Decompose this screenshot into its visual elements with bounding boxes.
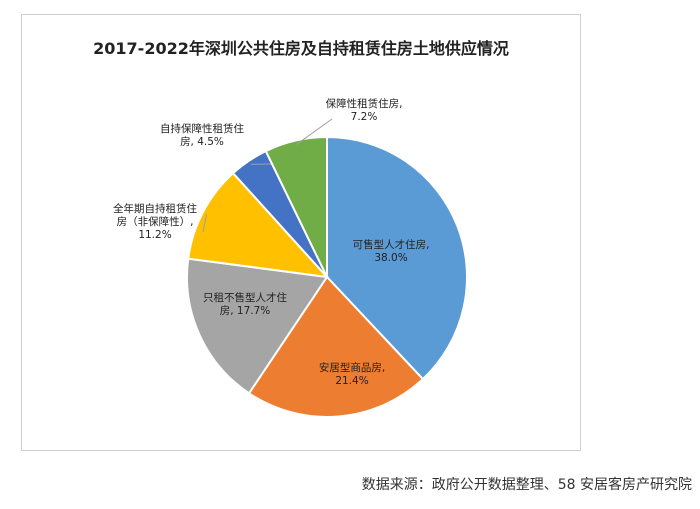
slice-label-1: 可售型人才住房, 38.0%: [353, 238, 430, 264]
slice-label-5: 自持保障性租赁住房, 4.5%: [160, 122, 244, 148]
chart-frame: 2017-2022年深圳公共住房及自持租赁住房土地供应情况 可售型人才住房, 38…: [21, 14, 581, 451]
leader-line-4: [202, 213, 208, 233]
slice-label-3: 只租不售型人才住房, 17.7%: [203, 291, 287, 317]
pie-slice-3: [186, 257, 329, 395]
pie-chart: 可售型人才住房, 38.0% 安居型商品房, 21.4% 只租不售型人才住房, 17.7…: [113, 97, 468, 418]
pie-slice-6: [264, 135, 328, 278]
pie-slice-2: [247, 275, 425, 418]
slice-label-4: 全年期自持租赁住房（非保障性）, 11.2%: [113, 202, 197, 241]
pie-slice-4: [187, 171, 330, 279]
slice-label-6: 保障性租赁住房, 7.2%: [326, 97, 403, 123]
leader-line-6: [296, 118, 333, 145]
slice-label-2: 安居型商品房, 21.4%: [319, 361, 385, 387]
chart-title: 2017-2022年深圳公共住房及自持租赁住房土地供应情况: [93, 39, 509, 58]
source-note: 数据来源：政府公开数据整理、58 安居客房产研究院: [361, 477, 692, 493]
pie-slice-1: [326, 135, 468, 381]
